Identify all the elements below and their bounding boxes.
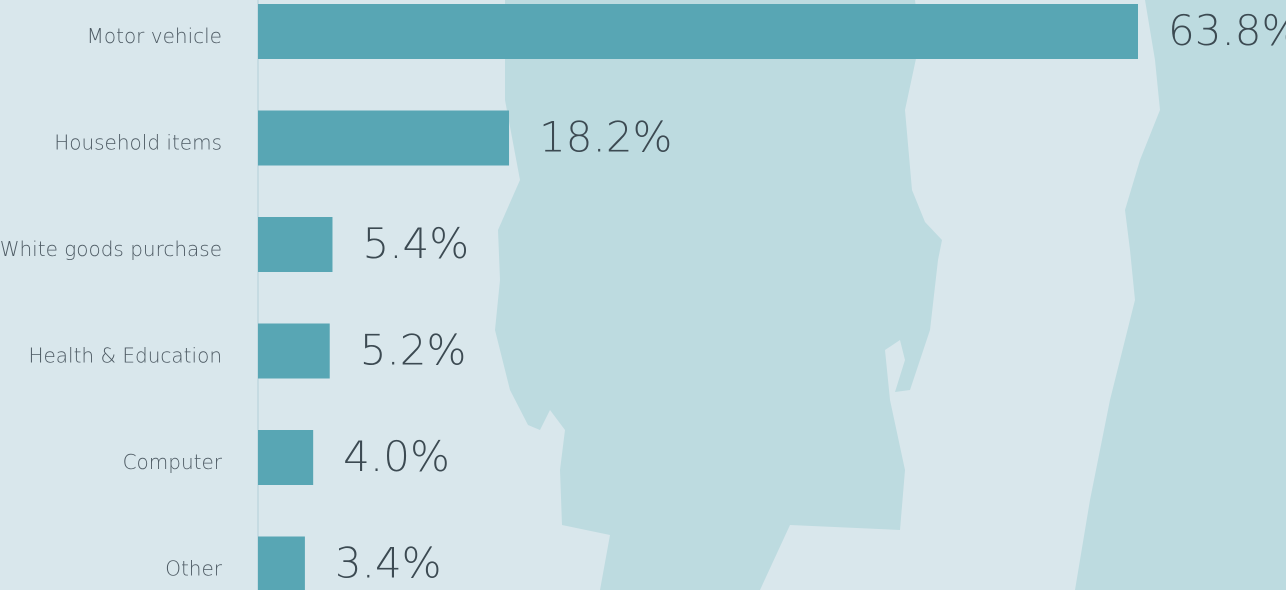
value-label: 18.2% <box>539 113 672 162</box>
category-label: Household items <box>54 131 222 155</box>
bar <box>258 536 305 590</box>
category-label: Computer <box>123 450 223 474</box>
category-label: Health & Education <box>28 344 222 368</box>
person-silhouette <box>495 0 942 590</box>
bar <box>258 4 1138 59</box>
person-silhouette <box>1075 0 1286 590</box>
value-label: 63.8% <box>1168 6 1286 55</box>
value-label: 5.2% <box>360 326 467 375</box>
value-label: 4.0% <box>343 432 450 481</box>
category-label: Other <box>165 557 223 581</box>
value-label: 5.4% <box>362 219 469 268</box>
value-label: 3.4% <box>335 539 442 588</box>
bar <box>258 323 330 379</box>
bar <box>258 430 314 485</box>
background-silhouettes <box>495 0 1286 590</box>
category-label: Motor vehicle <box>87 24 222 48</box>
category-label: White goods purchase <box>0 237 222 261</box>
bar <box>258 217 333 272</box>
bar <box>258 110 510 166</box>
